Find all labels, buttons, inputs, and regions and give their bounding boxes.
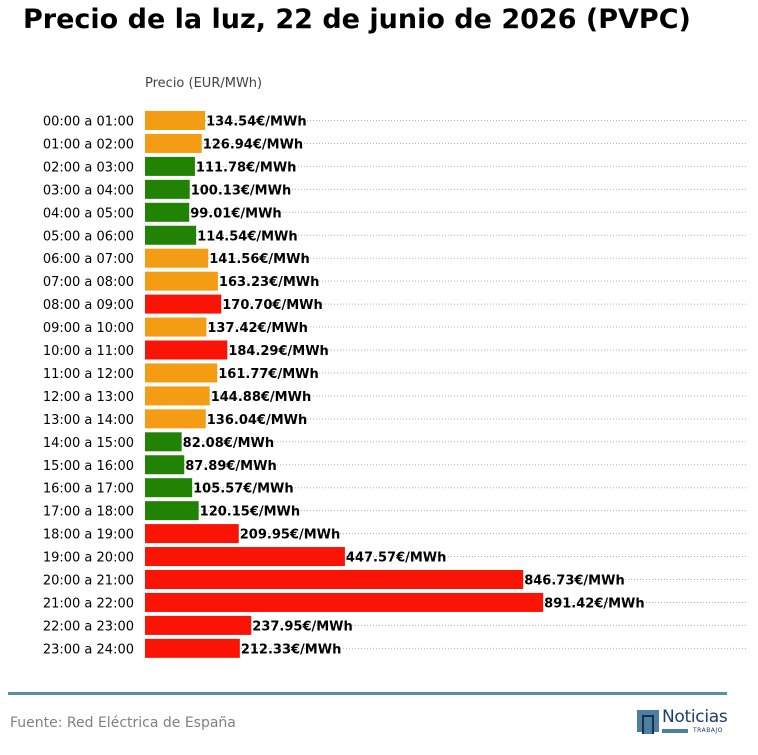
data-label: 99.01€/MWh [190,206,281,221]
logo-bar [662,729,688,733]
logo-sub: TRABAJO [693,727,723,734]
footer-divider [8,692,727,695]
y-tick-label: 03:00 a 04:00 [43,183,134,198]
data-label: 846.73€/MWh [524,574,625,589]
bar-16001700 [145,478,193,498]
y-tick-label: 14:00 a 15:00 [43,436,134,451]
price-bar-chart: Precio (EUR/MWh) 00:00 a 01:00 134.54€/MW… [43,76,748,658]
y-tick-label: 04:00 a 05:00 [43,206,134,221]
data-label: 126.94€/MWh [203,137,304,152]
bar-17001800 [145,501,199,521]
bar-04000500 [145,202,190,222]
gridlines [145,120,748,649]
y-tick-label: 11:00 a 12:00 [43,367,134,382]
y-tick-label: 00:00 a 01:00 [43,115,134,130]
bar-09001000 [145,317,207,337]
y-tick-label: 10:00 a 11:00 [43,344,134,359]
y-tick-label: 09:00 a 10:00 [43,321,134,336]
y-tick-label: 23:00 a 24:00 [43,642,134,657]
y-tick-label: 20:00 a 21:00 [43,574,134,589]
logo-name: Noticias [662,707,728,727]
y-tick-label: 13:00 a 14:00 [43,413,134,428]
bar-10001100 [145,340,228,360]
y-tick-label: 15:00 a 16:00 [43,459,134,474]
data-label: 161.77€/MWh [218,367,319,382]
y-tick-label: 21:00 a 22:00 [43,596,134,611]
data-label: 82.08€/MWh [183,436,274,451]
bar-15001600 [145,455,185,475]
data-label: 105.57€/MWh [193,482,294,497]
bar-23002400 [145,638,240,658]
data-label: 111.78€/MWh [196,160,297,175]
bar-00000100 [145,111,206,130]
labels: 00:00 a 01:00 134.54€/MWh 01:00 a 02:00 126… [43,115,645,658]
bar-19002000 [145,547,345,567]
bar-18001900 [145,524,239,544]
data-label: 134.54€/MWh [206,115,307,130]
bar-06000700 [145,248,209,268]
bar-02000300 [145,156,195,176]
data-label: 114.54€/MWh [197,229,298,244]
data-label: 120.15€/MWh [200,505,300,520]
data-label: 891.42€/MWh [544,596,645,611]
y-tick-label: 01:00 a 02:00 [43,137,134,152]
source-note: Fuente: Red Eléctrica de España [10,715,236,731]
data-label: 237.95€/MWh [252,619,353,634]
y-tick-label: 06:00 a 07:00 [43,252,134,267]
bar-22002300 [145,615,252,635]
data-label: 212.33€/MWh [241,642,342,657]
y-tick-label: 08:00 a 09:00 [43,298,134,313]
bar-07000800 [145,271,218,291]
bar-21002200 [145,592,544,612]
data-label: 87.89€/MWh [185,459,276,474]
data-label: 170.70€/MWh [222,298,323,313]
bar-20002100 [145,570,524,589]
y-tick-label: 19:00 a 20:00 [43,551,134,566]
data-label: 100.13€/MWh [191,183,292,198]
data-label: 136.04€/MWh [207,413,308,428]
bar-11001200 [145,363,218,383]
y-tick-label: 16:00 a 17:00 [43,482,134,497]
data-label: 144.88€/MWh [211,390,312,405]
y-tick-label: 02:00 a 03:00 [43,160,134,175]
y-tick-label: 18:00 a 19:00 [43,528,134,543]
y-tick-label: 12:00 a 13:00 [43,390,134,405]
bar-03000400 [145,179,190,199]
bar-13001400 [145,409,206,429]
data-label: 163.23€/MWh [219,275,320,290]
bar-08000900 [145,294,222,314]
data-label: 209.95€/MWh [240,528,340,543]
x-axis-label: Precio (EUR/MWh) [145,76,262,91]
chart-title: Precio de la luz, 22 de junio de 2026 (P… [23,4,691,35]
bar-12001300 [145,386,210,406]
bar-01000200 [145,133,202,153]
logo-mark-icon [637,710,659,734]
bar-05000600 [145,225,197,245]
y-tick-label: 07:00 a 08:00 [43,275,134,290]
data-label: 447.57€/MWh [346,551,447,566]
bars [145,111,544,658]
y-tick-label: 22:00 a 23:00 [43,619,134,634]
bar-14001500 [145,432,182,452]
y-tick-label: 05:00 a 06:00 [43,229,134,244]
data-label: 184.29€/MWh [228,344,329,359]
y-tick-label: 17:00 a 18:00 [43,505,134,520]
data-label: 141.56€/MWh [209,252,310,267]
data-label: 137.42€/MWh [207,321,307,336]
noticias-trabajo-logo: Noticias TRABAJO [637,707,729,735]
